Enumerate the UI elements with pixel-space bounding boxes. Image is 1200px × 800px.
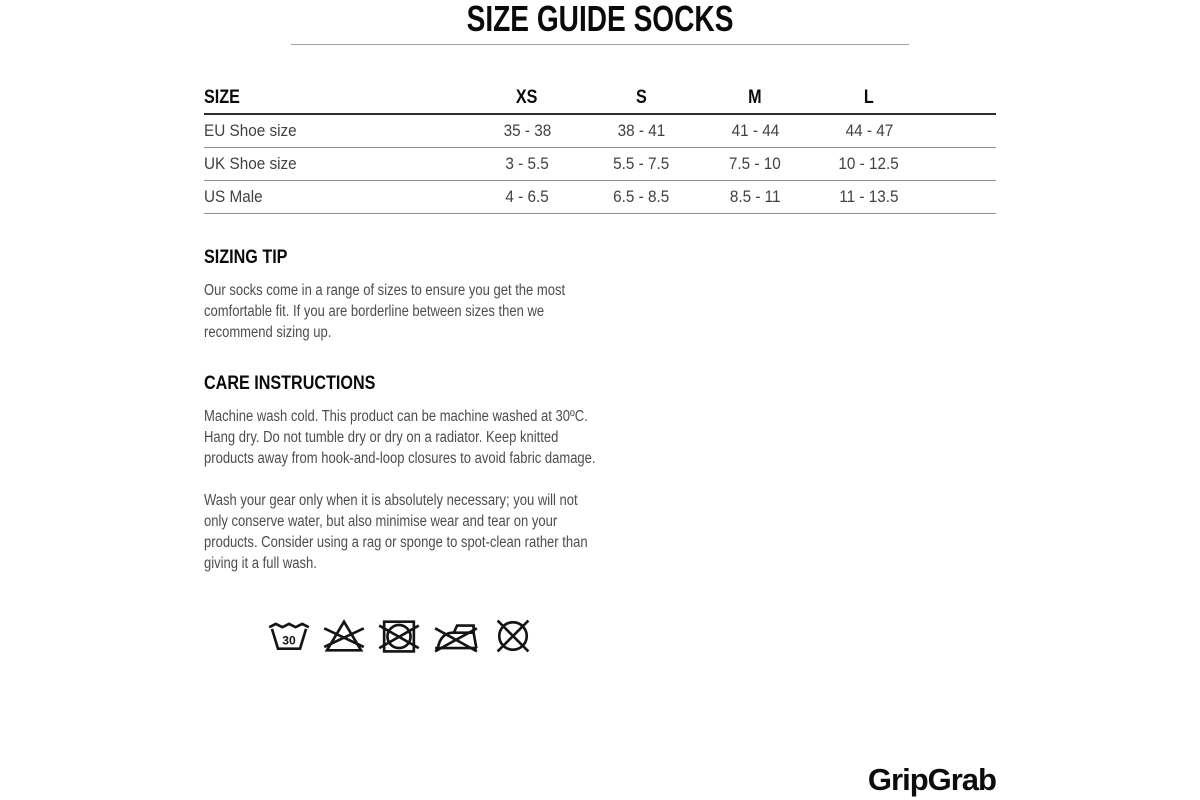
title-divider xyxy=(291,44,909,45)
row-spacer xyxy=(926,114,996,148)
row-spacer xyxy=(926,180,996,214)
sizing-tip-section: SIZING TIP Our socks come in a range of … xyxy=(204,248,674,343)
care-instructions-paragraph-1: Machine wash cold. This product can be m… xyxy=(204,408,596,467)
header-xs-label: XS xyxy=(516,86,538,108)
table-row-us: US Male 4 - 6.5 6.5 - 8.5 8.5 - 11 11 - … xyxy=(204,180,996,214)
size-cell: 4 - 6.5 xyxy=(470,180,584,214)
size-value: 41 - 44 xyxy=(731,120,779,140)
machine-wash-30-icon: 30 xyxy=(268,622,310,650)
header-l: L xyxy=(812,82,926,115)
wash-temp-label: 30 xyxy=(282,633,296,647)
do-not-dry-clean-icon xyxy=(496,619,530,653)
size-cell: 3 - 5.5 xyxy=(470,147,584,181)
page-title-text: SIZE GUIDE SOCKS xyxy=(466,0,734,39)
size-cell: 35 - 38 xyxy=(470,114,584,148)
sizing-tip-body: Our socks come in a range of sizes to en… xyxy=(204,282,566,341)
row-spacer xyxy=(926,147,996,181)
care-instructions-section: CARE INSTRUCTIONS Machine wash cold. Thi… xyxy=(204,374,674,574)
sizing-tip-heading: SIZING TIP xyxy=(204,248,674,268)
size-value: 7.5 - 10 xyxy=(729,153,781,173)
row-label-cell: EU Shoe size xyxy=(204,114,470,148)
size-value: 44 - 47 xyxy=(845,120,893,140)
do-not-bleach-icon xyxy=(323,619,365,652)
row-label: UK Shoe size xyxy=(204,153,297,173)
header-s: S xyxy=(584,82,698,115)
table-row-uk: UK Shoe size 3 - 5.5 5.5 - 7.5 7.5 - 10 … xyxy=(204,147,996,181)
size-value: 6.5 - 8.5 xyxy=(612,186,670,206)
size-cell: 41 - 44 xyxy=(698,114,812,148)
care-symbols-row: 30 xyxy=(266,614,536,658)
do-not-tumble-dry-icon xyxy=(378,620,420,653)
row-label-cell: US Male xyxy=(204,180,470,214)
header-size: SIZE xyxy=(204,82,470,115)
size-cell: 11 - 13.5 xyxy=(812,180,926,214)
size-value: 10 - 12.5 xyxy=(838,153,900,173)
size-value: 8.5 - 11 xyxy=(729,186,781,206)
header-size-label: SIZE xyxy=(204,86,240,108)
size-cell: 6.5 - 8.5 xyxy=(584,180,698,214)
header-spacer xyxy=(926,82,996,115)
header-xs: XS xyxy=(470,82,584,115)
size-cell: 5.5 - 7.5 xyxy=(584,147,698,181)
size-value: 3 - 5.5 xyxy=(505,153,549,173)
page-title: SIZE GUIDE SOCKS xyxy=(0,0,1200,38)
size-cell: 38 - 41 xyxy=(584,114,698,148)
care-instructions-heading: CARE INSTRUCTIONS xyxy=(204,374,674,394)
table-row-eu: EU Shoe size 35 - 38 38 - 41 41 - 44 44 … xyxy=(204,114,996,148)
header-l-label: L xyxy=(864,86,874,108)
size-cell: 8.5 - 11 xyxy=(698,180,812,214)
sizing-tip-heading-text: SIZING TIP xyxy=(204,247,288,268)
size-value: 11 - 13.5 xyxy=(839,186,899,206)
size-cell: 44 - 47 xyxy=(812,114,926,148)
size-table-header-row: SIZE XS S M L xyxy=(204,82,996,115)
size-table: SIZE XS S M L EU Shoe size 35 - 38 38 - … xyxy=(204,82,996,214)
header-m: M xyxy=(698,82,812,115)
size-value: 5.5 - 7.5 xyxy=(612,153,670,173)
care-instructions-heading-text: CARE INSTRUCTIONS xyxy=(204,373,376,394)
gripgrab-logo: GripGrab xyxy=(867,762,997,797)
row-label: US Male xyxy=(204,186,263,206)
size-cell: 10 - 12.5 xyxy=(812,147,926,181)
size-cell: 7.5 - 10 xyxy=(698,147,812,181)
care-instructions-paragraph-2: Wash your gear only when it is absolutel… xyxy=(204,492,588,572)
header-m-label: M xyxy=(748,86,762,108)
do-not-iron-icon xyxy=(434,624,478,653)
row-label-cell: UK Shoe size xyxy=(204,147,470,181)
size-value: 35 - 38 xyxy=(503,120,551,140)
size-value: 38 - 41 xyxy=(617,120,665,140)
row-label: EU Shoe size xyxy=(204,120,297,140)
size-value: 4 - 6.5 xyxy=(505,186,549,206)
header-s-label: S xyxy=(635,86,647,108)
